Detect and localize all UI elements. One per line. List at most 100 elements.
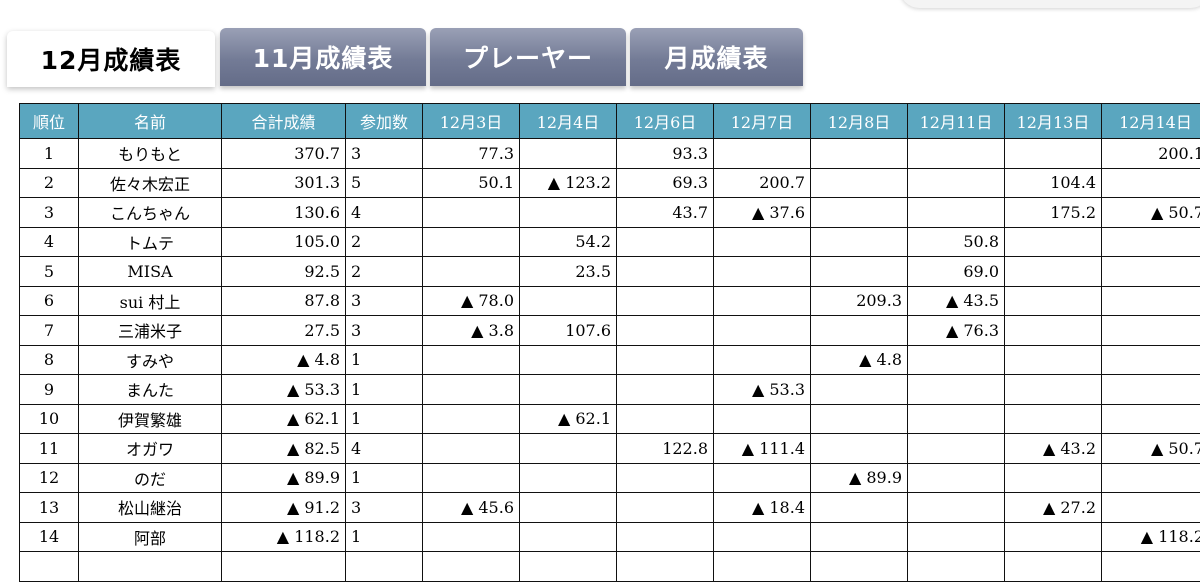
score-cell [423, 257, 520, 287]
player-name-cell: sui 村上 [79, 286, 222, 316]
score-cell [811, 375, 908, 405]
score-cell [520, 139, 617, 169]
score-cell [520, 522, 617, 552]
tab-players[interactable]: プレーヤー [430, 28, 626, 86]
score-cell [908, 198, 1005, 228]
tab-november-results[interactable]: 11月成績表 [220, 28, 426, 86]
rank-cell: 10 [20, 404, 79, 434]
score-cell [811, 227, 908, 257]
score-cell [811, 434, 908, 464]
score-cell: ▲ 27.2 [1005, 493, 1102, 523]
score-cell [423, 434, 520, 464]
score-cell [1102, 286, 1200, 316]
score-cell: 23.5 [520, 257, 617, 287]
tab-december-results[interactable]: 12月成績表 [7, 31, 215, 87]
score-cell [908, 345, 1005, 375]
score-cell [1005, 139, 1102, 169]
score-cell [520, 463, 617, 493]
tab-monthly-results[interactable]: 月成績表 [630, 28, 803, 86]
score-cell [1102, 493, 1200, 523]
score-cell [1005, 375, 1102, 405]
score-cell: ▲ 37.6 [714, 198, 811, 228]
score-cell [423, 227, 520, 257]
rank-cell [20, 552, 79, 582]
score-cell [423, 345, 520, 375]
score-cell [617, 286, 714, 316]
score-cell [811, 316, 908, 346]
header-dec3: 12月3日 [423, 104, 520, 139]
header-rank: 順位 [20, 104, 79, 139]
table-row [20, 552, 1200, 582]
player-name-cell: 伊賀繁雄 [79, 404, 222, 434]
rank-cell: 11 [20, 434, 79, 464]
entries-cell: 5 [346, 168, 423, 198]
score-cell [1005, 345, 1102, 375]
total-cell: ▲ 82.5 [222, 434, 346, 464]
header-dec4: 12月4日 [520, 104, 617, 139]
rank-cell: 12 [20, 463, 79, 493]
player-name-cell: トムテ [79, 227, 222, 257]
score-cell [811, 168, 908, 198]
score-cell [520, 375, 617, 405]
score-cell [423, 552, 520, 582]
score-cell [714, 286, 811, 316]
score-cell: 175.2 [1005, 198, 1102, 228]
score-cell [520, 493, 617, 523]
score-cell: 200.7 [714, 168, 811, 198]
score-cell [811, 404, 908, 434]
score-cell [1102, 257, 1200, 287]
total-cell: ▲ 62.1 [222, 404, 346, 434]
score-cell [908, 375, 1005, 405]
score-cell [617, 404, 714, 434]
score-cell: ▲ 50.7 [1102, 434, 1200, 464]
player-name-cell: 佐々木宏正 [79, 168, 222, 198]
score-cell [908, 552, 1005, 582]
score-cell [520, 345, 617, 375]
score-cell [908, 404, 1005, 434]
score-cell [520, 552, 617, 582]
total-cell: ▲ 4.8 [222, 345, 346, 375]
total-cell: 92.5 [222, 257, 346, 287]
entries-cell: 4 [346, 198, 423, 228]
total-cell: 301.3 [222, 168, 346, 198]
score-cell [908, 522, 1005, 552]
score-cell [1005, 227, 1102, 257]
header-dec7: 12月7日 [714, 104, 811, 139]
score-cell [617, 375, 714, 405]
score-cell [617, 345, 714, 375]
entries-cell: 3 [346, 316, 423, 346]
player-name-cell: 松山継治 [79, 493, 222, 523]
score-cell [617, 493, 714, 523]
score-cell: ▲ 3.8 [423, 316, 520, 346]
entries-cell: 1 [346, 404, 423, 434]
score-cell [714, 257, 811, 287]
header-entries: 参加数 [346, 104, 423, 139]
score-cell [1102, 316, 1200, 346]
score-cell: 200.1 [1102, 139, 1200, 169]
score-cell: 69.0 [908, 257, 1005, 287]
score-cell [1005, 552, 1102, 582]
header-dec8: 12月8日 [811, 104, 908, 139]
rank-cell: 6 [20, 286, 79, 316]
entries-cell: 2 [346, 257, 423, 287]
rank-cell: 7 [20, 316, 79, 346]
total-cell: 27.5 [222, 316, 346, 346]
score-cell [908, 463, 1005, 493]
rank-cell: 14 [20, 522, 79, 552]
header-name: 名前 [79, 104, 222, 139]
score-cell [811, 493, 908, 523]
header-dec6: 12月6日 [617, 104, 714, 139]
score-cell: ▲ 53.3 [714, 375, 811, 405]
score-cell: 77.3 [423, 139, 520, 169]
score-cell: ▲ 78.0 [423, 286, 520, 316]
score-cell [714, 227, 811, 257]
score-cell [1102, 404, 1200, 434]
